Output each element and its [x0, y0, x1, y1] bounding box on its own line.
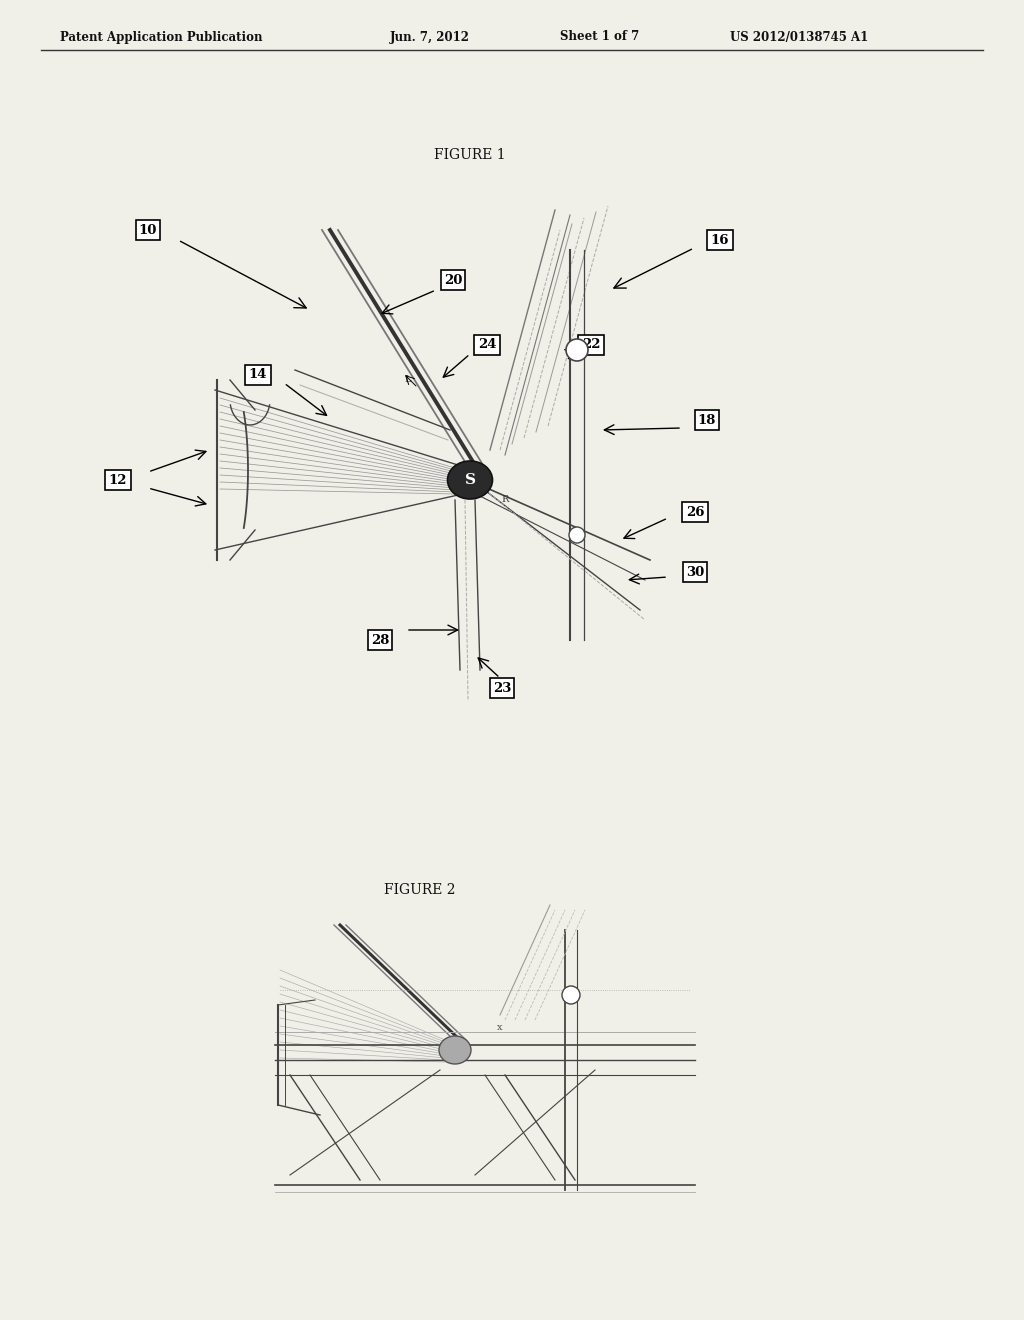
Ellipse shape — [439, 1036, 471, 1064]
Text: Jun. 7, 2012: Jun. 7, 2012 — [390, 30, 470, 44]
Text: FIGURE 1: FIGURE 1 — [434, 148, 506, 162]
Text: 26: 26 — [686, 506, 705, 519]
Text: 14: 14 — [249, 368, 267, 381]
Text: 24: 24 — [478, 338, 497, 351]
Text: 18: 18 — [697, 413, 716, 426]
Text: 20: 20 — [443, 273, 462, 286]
Text: 28: 28 — [371, 634, 389, 647]
Text: US 2012/0138745 A1: US 2012/0138745 A1 — [730, 30, 868, 44]
Circle shape — [562, 986, 580, 1005]
Ellipse shape — [447, 461, 493, 499]
Text: Patent Application Publication: Patent Application Publication — [60, 30, 262, 44]
Text: R: R — [502, 495, 509, 504]
Text: 16: 16 — [711, 234, 729, 247]
Text: FIGURE 2: FIGURE 2 — [384, 883, 456, 898]
Text: 12: 12 — [109, 474, 127, 487]
Text: S: S — [465, 473, 475, 487]
Text: x: x — [498, 1023, 503, 1032]
Text: L: L — [404, 375, 412, 384]
Text: 30: 30 — [686, 565, 705, 578]
Text: Sheet 1 of 7: Sheet 1 of 7 — [560, 30, 639, 44]
Text: 23: 23 — [493, 681, 511, 694]
Text: 10: 10 — [139, 223, 158, 236]
Circle shape — [566, 339, 588, 360]
Text: 22: 22 — [582, 338, 600, 351]
Circle shape — [569, 527, 585, 543]
